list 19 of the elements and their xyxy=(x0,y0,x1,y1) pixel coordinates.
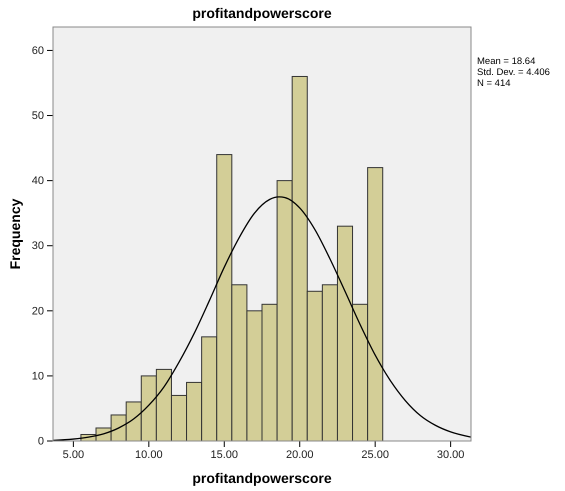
y-tick-label: 30 xyxy=(32,240,44,252)
text: N = 414 xyxy=(477,78,511,89)
x-tick-label: 10.00 xyxy=(135,448,163,461)
y-axis-title: Frequency xyxy=(7,198,23,270)
x-tick-label: 30.00 xyxy=(436,448,464,461)
x-axis-title: profitandpowerscore xyxy=(192,470,332,486)
y-tick-label: 20 xyxy=(32,305,44,318)
text: Mean = 18.64 xyxy=(477,56,536,67)
y-tick-label: 60 xyxy=(32,44,44,57)
y-tick-label: 40 xyxy=(32,175,44,188)
x-tick-label: 20.00 xyxy=(286,448,314,461)
text: Std. Dev. = 4.406 xyxy=(477,67,550,78)
y-tick-label: 0 xyxy=(38,436,44,448)
y-tick-label: 10 xyxy=(32,370,44,382)
y-tick-label: 50 xyxy=(32,110,44,122)
x-tick-label: 15.00 xyxy=(210,448,238,461)
x-tick-label: 5.00 xyxy=(62,448,84,461)
chart-title: profitandpowerscore xyxy=(192,5,332,21)
x-tick-label: 25.00 xyxy=(361,448,389,461)
